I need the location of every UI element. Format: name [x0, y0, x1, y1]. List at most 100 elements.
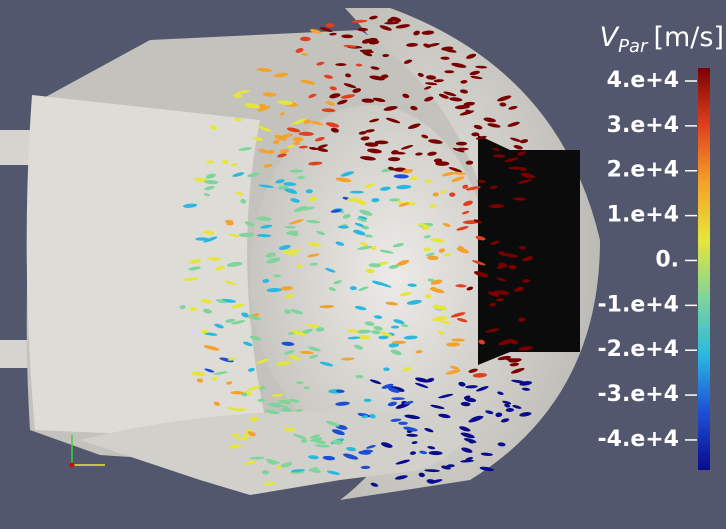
flow-arrow [435, 161, 450, 166]
flow-arrow [247, 367, 255, 372]
flow-arrow [244, 460, 256, 465]
flow-arrow [368, 39, 380, 45]
flow-arrow [213, 401, 221, 406]
flow-arrow [392, 340, 406, 344]
inner-bowl [250, 105, 490, 445]
flow-arrow [336, 389, 345, 393]
flow-arrow [333, 280, 342, 285]
flow-arrow [398, 421, 408, 425]
flow-arrow [290, 469, 306, 473]
flow-arrow [330, 127, 339, 133]
flow-arrow [470, 75, 483, 80]
flow-arrow [190, 371, 206, 377]
flow-arrow [337, 99, 348, 105]
flow-arrow [379, 25, 392, 31]
flow-arrow [521, 387, 531, 391]
flow-arrow [518, 246, 527, 250]
flow-arrow [341, 34, 354, 39]
flow-arrow [207, 257, 222, 261]
flow-arrow [466, 286, 474, 291]
flow-arrow [387, 401, 398, 407]
flow-arrow [263, 163, 273, 168]
flow-arrow [440, 56, 450, 60]
flow-arrow [485, 410, 494, 415]
flow-arrow [358, 286, 369, 291]
flow-arrow [454, 104, 471, 110]
flow-arrow [330, 209, 342, 213]
flow-arrow [258, 148, 269, 154]
flow-arrow [257, 398, 266, 402]
flow-arrow [374, 140, 389, 145]
flow-arrow [489, 240, 500, 245]
flow-arrow [357, 334, 371, 340]
flow-arrow [472, 372, 487, 378]
flow-arrow [425, 75, 437, 80]
flow-arrow [396, 259, 410, 267]
flow-arrow [508, 264, 517, 270]
flow-arrow [290, 309, 303, 315]
flow-arrow [509, 137, 522, 143]
flow-arrow [363, 183, 375, 189]
flow-arrow [446, 342, 461, 347]
flow-arrow [203, 193, 211, 197]
flow-arrow [215, 299, 227, 304]
flow-arrow [426, 43, 440, 47]
flow-arrow [384, 21, 400, 25]
flow-arrow [328, 287, 336, 292]
flow-arrow [474, 271, 489, 278]
flow-arrow [390, 151, 406, 155]
flow-arrow [262, 278, 270, 283]
flow-arrow [235, 191, 245, 196]
flow-arrow [228, 444, 242, 449]
flow-arrow [433, 79, 444, 83]
flow-arrow [230, 163, 238, 167]
flow-arrow [257, 125, 272, 132]
flow-arrow [337, 225, 350, 229]
flow-arrow [422, 226, 429, 231]
flow-arrow [500, 418, 510, 423]
flow-arrow [466, 53, 477, 59]
tick-label: -1.e+4 [598, 292, 679, 317]
flow-arrow [465, 457, 474, 461]
flow-arrow [449, 192, 456, 197]
flow-arrow [373, 315, 383, 319]
flow-arrow [204, 180, 219, 185]
flow-arrow [423, 235, 432, 239]
flow-arrow [291, 232, 299, 237]
flow-arrow [325, 267, 336, 273]
flow-arrow [429, 479, 443, 484]
flow-arrow [291, 118, 307, 125]
flow-arrow [477, 179, 486, 184]
flow-arrow [520, 172, 535, 179]
flow-arrow [359, 209, 373, 216]
flow-arrow [230, 391, 244, 395]
flow-arrow [360, 242, 369, 247]
flow-arrow [249, 456, 265, 460]
flow-arrow [361, 98, 375, 103]
flow-arrow [460, 459, 474, 463]
flow-arrow [380, 442, 393, 448]
flow-arrow [266, 460, 277, 465]
flow-arrow [353, 229, 366, 236]
flow-arrow [365, 268, 375, 274]
flow-arrow [370, 246, 377, 251]
flow-arrow [417, 72, 424, 77]
flow-arrow [497, 442, 506, 447]
flow-arrow [247, 172, 260, 178]
flow-arrow [306, 220, 321, 224]
flow-arrow [310, 434, 321, 439]
flow-arrow [424, 82, 438, 86]
flow-arrow [475, 135, 487, 140]
flow-arrow [252, 137, 263, 142]
tick-label: -3.e+4 [598, 382, 679, 407]
flow-arrow [387, 387, 400, 393]
flow-arrow [438, 413, 451, 419]
flow-arrow [451, 62, 467, 68]
flow-arrow [258, 184, 274, 188]
flow-arrow [329, 32, 337, 36]
flow-arrow [424, 179, 432, 183]
flow-arrow [517, 179, 532, 184]
flow-arrow [312, 439, 327, 444]
flow-arrow [429, 286, 437, 291]
flow-arrow [390, 349, 402, 356]
